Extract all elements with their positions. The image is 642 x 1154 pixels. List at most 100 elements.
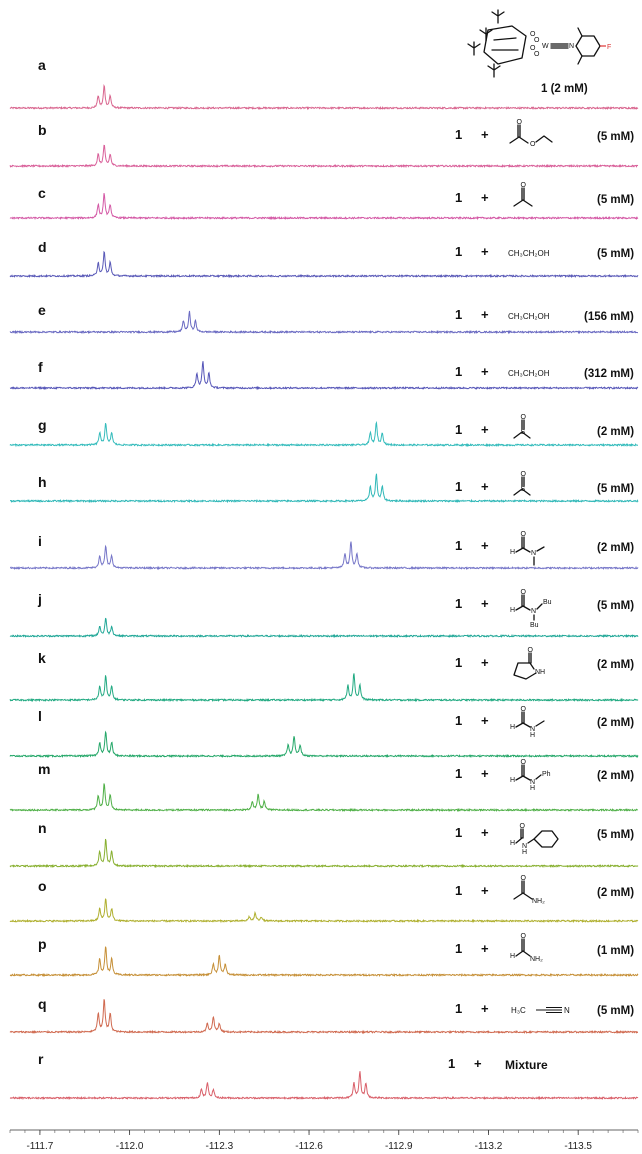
spectrum-h — [9, 473, 639, 504]
annotation-layer: a b 1 + (5 mM) c 1 + (5 mM) d 1 + CH₃CH₂OH (5 mM) e 1 + C… — [37, 57, 634, 1072]
concentration-n: (5 mM) — [597, 829, 634, 841]
concentration-g: (2 mM) — [597, 426, 634, 438]
bond — [521, 880, 525, 894]
atom-label: N — [530, 779, 535, 786]
atom-label: H — [510, 724, 515, 731]
trace-label-i: i — [38, 533, 42, 549]
aryl-ring — [575, 35, 601, 57]
atom-label: N — [522, 843, 527, 850]
trace-label-o: o — [38, 878, 47, 894]
spectrum-q — [9, 999, 639, 1035]
spectrum-m — [9, 783, 639, 813]
spectrum-g — [9, 420, 639, 448]
spectrum-f — [9, 361, 639, 391]
complex-1-label: 1 — [455, 1001, 462, 1016]
bond — [521, 711, 525, 724]
structure-pyrrolidone: O NH — [513, 647, 545, 680]
atom-label: Ph — [542, 771, 551, 778]
trace-label-e: e — [38, 302, 46, 318]
plus-sign: + — [481, 190, 489, 205]
spectra-layer — [9, 84, 639, 1101]
atom-label: N — [531, 608, 536, 615]
trace-label-d: d — [38, 239, 47, 255]
bond — [513, 199, 533, 207]
plus-sign: + — [481, 596, 489, 611]
concentration-e: (156 mM) — [584, 311, 634, 323]
bond — [521, 419, 525, 430]
atom-label: O — [528, 647, 534, 654]
atom-label: O — [517, 119, 523, 126]
atom-label: O — [520, 823, 526, 830]
tungsten-atom: W — [542, 43, 549, 50]
bond — [521, 938, 525, 952]
structure-n-cyclohexylformamide: H O NH — [510, 823, 559, 856]
spectrum-l — [9, 730, 639, 759]
atom-label: O — [521, 933, 527, 940]
spectrum-o — [9, 898, 639, 924]
x-tick-label: -112.6 — [295, 1141, 323, 1152]
plus-sign: + — [481, 127, 489, 142]
atom-label: O — [521, 759, 527, 766]
bond — [515, 547, 531, 553]
calixarene-bridge — [491, 37, 519, 51]
concentration-j: (5 mM) — [597, 600, 634, 612]
plus-sign: + — [481, 766, 489, 781]
complex-1-label: 1 — [455, 825, 462, 840]
bond — [533, 830, 559, 848]
bond — [513, 488, 531, 496]
atom-label: O — [521, 589, 527, 596]
atom-label: N — [531, 550, 536, 557]
trace-label-r: r — [38, 1051, 44, 1067]
plus-sign: + — [481, 883, 489, 898]
spectrum-j — [9, 617, 639, 639]
complex-1-label: 1 — [455, 364, 462, 379]
complex-1-label: 1 — [455, 307, 462, 322]
bond — [527, 838, 535, 844]
atom-label: O — [521, 531, 527, 538]
atom-label: O — [521, 471, 527, 478]
spectrum-k — [9, 673, 639, 703]
calixarene-ring — [483, 25, 527, 65]
plus-sign: + — [481, 825, 489, 840]
atom-label: Bu — [530, 622, 539, 629]
x-tick-label: -113.5 — [564, 1141, 592, 1152]
tert-butyl-group — [479, 27, 493, 42]
complex-1-label: 1 — [455, 941, 462, 956]
atom-label: NH₂ — [530, 956, 543, 963]
bond — [533, 546, 545, 566]
complex-1-label: 1 — [455, 127, 462, 142]
trace-label-j: j — [37, 591, 42, 607]
x-tick-label: -112.0 — [116, 1141, 144, 1152]
nitrogen-atom: N — [569, 43, 574, 50]
complex-1-label: 1 — [455, 190, 462, 205]
bond — [535, 774, 542, 780]
spectrum-d — [9, 250, 639, 279]
trace-label-k: k — [38, 650, 46, 666]
spectrum-e — [9, 310, 639, 335]
plus-sign: + — [481, 479, 489, 494]
atom-label: O — [521, 182, 527, 189]
x-tick-label: -111.7 — [26, 1141, 53, 1152]
plus-sign: + — [474, 1056, 482, 1071]
tert-butyl-group — [467, 41, 481, 56]
complex-1-label: 1 — [455, 244, 462, 259]
atom-label: O — [521, 875, 527, 882]
atom-label: H — [530, 732, 535, 739]
concentration-o: (2 mM) — [597, 887, 634, 899]
trace-label-q: q — [38, 996, 47, 1012]
oxygen-atom: O — [534, 51, 540, 58]
spectrum-a — [9, 84, 639, 111]
trace-label-c: c — [38, 185, 46, 201]
oxygen-atom: O — [530, 31, 536, 38]
plus-sign: + — [481, 422, 489, 437]
trace-label-p: p — [38, 936, 47, 952]
spectrum-b — [9, 144, 639, 169]
trace-label-g: g — [38, 417, 47, 433]
oxygen-atom: O — [534, 37, 540, 44]
plus-sign: + — [481, 538, 489, 553]
concentration-k: (2 mM) — [597, 659, 634, 671]
complex-1-label: 1 — [448, 1056, 455, 1071]
x-tick-label: -112.9 — [385, 1141, 413, 1152]
concentration-h: (5 mM) — [597, 483, 634, 495]
